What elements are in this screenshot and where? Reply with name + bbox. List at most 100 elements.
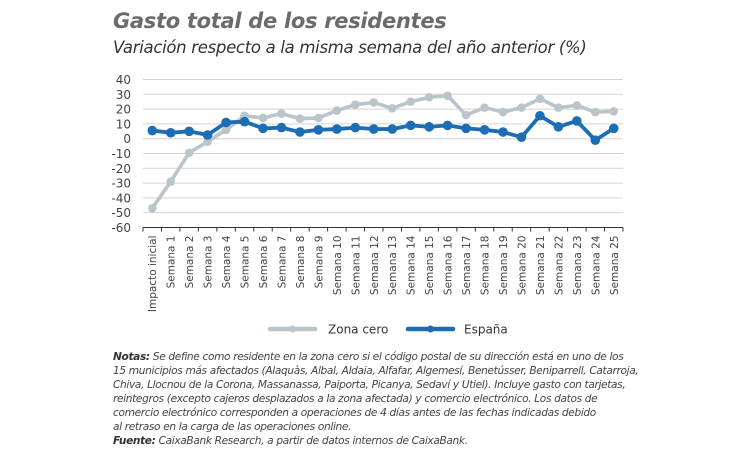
series-line <box>150 113 616 143</box>
data-point <box>461 110 471 120</box>
x-tick-label: Semana 3 <box>203 236 215 289</box>
data-point <box>572 116 582 126</box>
data-point <box>258 123 268 134</box>
x-tick-label: Semana 2 <box>184 236 196 289</box>
series-espana <box>147 110 619 145</box>
data-point <box>313 125 324 135</box>
y-tick-label: 20 <box>116 103 131 117</box>
data-point <box>591 107 600 117</box>
data-point <box>203 137 212 146</box>
x-tick-label: Semana 6 <box>258 235 270 288</box>
y-tick-label: -10 <box>111 147 131 161</box>
data-point <box>554 103 563 112</box>
data-point <box>535 110 545 121</box>
data-point <box>276 122 287 133</box>
notes-block: Notas: Se define como residente en la zo… <box>113 350 673 448</box>
data-point <box>461 123 471 134</box>
y-tick-label: -50 <box>111 206 131 220</box>
legend-label-espana: España <box>464 323 508 337</box>
data-point <box>295 127 305 137</box>
x-tick-label: Semana 8 <box>295 236 307 289</box>
x-tick-label: Semana 12 <box>369 236 381 296</box>
data-point <box>553 122 564 132</box>
data-point <box>295 114 305 124</box>
source-text: CaixaBank Research, a partir de datos in… <box>158 435 469 447</box>
data-point <box>184 148 194 158</box>
data-point <box>608 123 619 134</box>
data-point <box>572 101 582 110</box>
x-tick-label: Semana 11 <box>350 236 362 296</box>
x-tick-label: Semana 9 <box>313 236 325 289</box>
x-tick-label: Semana 13 <box>387 236 399 296</box>
x-tick-label: Semana 19 <box>498 236 510 296</box>
x-tick-label: Impacto inicial <box>147 236 159 313</box>
notes-text: Se define como residente en la zona cero… <box>152 351 624 363</box>
y-tick-label: 0 <box>123 132 131 146</box>
legend-marker-zona-cero <box>289 325 296 333</box>
legend: Zona cero España <box>267 323 508 337</box>
data-point <box>517 103 526 112</box>
data-point <box>479 125 490 135</box>
y-tick-label: 40 <box>116 73 131 87</box>
data-point <box>609 107 619 116</box>
data-point <box>184 126 194 137</box>
chart-subtitle: Variación respecto a la misma semana del… <box>113 38 587 57</box>
data-point <box>147 203 157 213</box>
x-tick-label: Semana 18 <box>480 236 492 296</box>
notes-label: Notas: <box>113 351 150 363</box>
data-point <box>332 124 342 134</box>
data-point <box>424 122 434 132</box>
x-tick-label: Semana 23 <box>572 236 584 296</box>
x-tick-label: Semana 16 <box>443 235 455 295</box>
data-point <box>332 106 342 115</box>
notes-line: Notas: Se define como residente en la zo… <box>113 350 673 364</box>
y-tick-label: 10 <box>116 117 131 131</box>
data-point <box>165 127 176 138</box>
x-axis: Impacto inicial Semana 1 Semana 2 Semana 3 S… <box>142 227 624 313</box>
legend-marker-espana <box>427 325 434 333</box>
y-tick-label: -60 <box>111 221 131 235</box>
notes-line: comercio electrónico corresponden a oper… <box>113 407 596 419</box>
source-line: Fuente: CaixaBank Research, a partir de … <box>113 434 673 448</box>
data-point <box>351 100 360 109</box>
x-tick-label: Semana 17 <box>461 235 473 295</box>
x-tick-label: Semana 10 <box>332 236 344 296</box>
x-tick-label: Semana 7 <box>276 236 288 289</box>
legend-item-zona-cero: Zona cero <box>267 323 388 337</box>
data-point <box>221 125 231 135</box>
data-point <box>405 120 416 131</box>
source-label: Fuente: <box>113 435 156 447</box>
y-tick-label: 30 <box>116 88 131 102</box>
y-tick-label: -30 <box>111 177 131 191</box>
data-point <box>166 177 175 186</box>
data-point <box>443 91 452 101</box>
data-point <box>590 135 601 145</box>
x-tick-label: Semana 25 <box>609 236 621 296</box>
series-line <box>150 93 616 211</box>
x-tick-label: Semana 4 <box>221 235 233 288</box>
y-tick-label: -40 <box>111 191 131 205</box>
data-point <box>239 116 250 127</box>
series-zona-cero <box>147 91 619 213</box>
data-point <box>480 103 489 112</box>
x-tick-label: Semana 14 <box>406 235 418 295</box>
x-tick-label: Semana 15 <box>424 236 436 296</box>
data-point <box>387 124 398 134</box>
data-point <box>369 98 379 107</box>
data-point <box>350 122 361 133</box>
x-tick-label: Semana 22 <box>553 236 565 296</box>
legend-label-zona-cero: Zona cero <box>328 323 388 337</box>
gridlines <box>143 79 623 214</box>
data-point <box>424 92 434 102</box>
data-point <box>498 107 508 117</box>
notes-line: al retraso en la carga de las operacione… <box>113 421 352 433</box>
x-tick-label: Semana 21 <box>535 236 547 296</box>
y-tick-label: -20 <box>111 162 131 176</box>
data-point <box>535 94 545 104</box>
x-tick-label: Semana 1 <box>166 236 178 289</box>
data-point <box>498 127 508 137</box>
data-point <box>277 109 286 118</box>
x-tick-label: Semana 5 <box>240 235 252 288</box>
